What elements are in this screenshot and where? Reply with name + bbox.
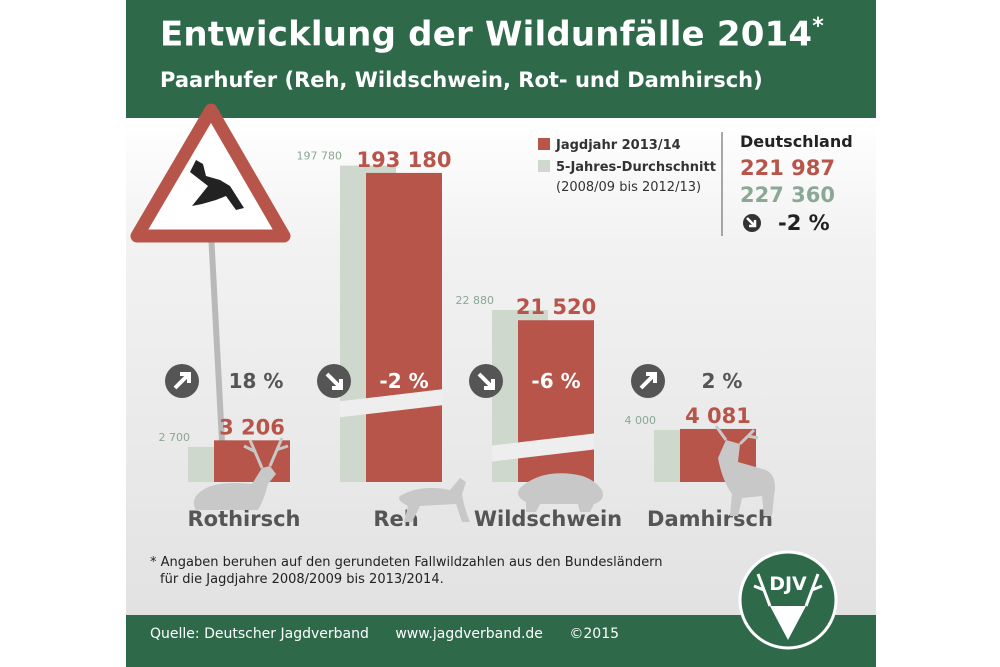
legend-average-range: (2008/09 bis 2012/13): [556, 180, 701, 195]
legend-swatch-average: [538, 160, 550, 172]
footnote-line-2: für die Jagdjahre 2008/2009 bis 2013/201…: [160, 572, 444, 587]
category-label-wildschwein: Wildschwein: [474, 507, 622, 531]
trend-arrow-damhirsch: [639, 372, 657, 390]
arrow-down-icon: [743, 214, 761, 232]
change-label-wildschwein: -6 %: [531, 369, 580, 393]
red-deer-silhouette-icon: [193, 437, 289, 510]
footer-url[interactable]: www.jagdverband.de: [395, 626, 543, 642]
deer-crossing-sign-icon: [130, 103, 291, 481]
wild-boar-silhouette-icon: [518, 473, 603, 512]
axis-break-wildschwein: [492, 433, 594, 462]
summary-current: 221 987: [740, 156, 835, 180]
category-label-damhirsch: Damhirsch: [647, 507, 773, 531]
value-label-average-wildschwein: 22 880: [456, 294, 495, 307]
title-footnote-mark: *: [812, 14, 825, 39]
value-label-average-rothirsch: 2 700: [159, 431, 191, 444]
change-label-damhirsch: 2 %: [702, 369, 743, 393]
legend: Jagdjahr 2013/14 5-Jahres-Durchschnitt (…: [538, 138, 716, 195]
chart-subtitle: Paarhufer (Reh, Wildschwein, Rot- und Da…: [160, 68, 763, 92]
axis-break-reh: [340, 389, 442, 418]
fallow-deer-silhouette-icon: [714, 425, 775, 516]
trend-arrow-reh: [325, 372, 343, 390]
summary-box: Deutschland 221 987 227 360 -2 %: [740, 132, 853, 235]
summary-change: -2 %: [778, 211, 830, 235]
roe-deer-silhouette-icon: [399, 478, 470, 522]
value-label-average-damhirsch: 4 000: [625, 414, 657, 427]
value-label-current-rothirsch: 3 206: [219, 415, 285, 439]
trend-arrow-rothirsch: [173, 372, 191, 390]
value-label-average-reh: 197 780: [297, 150, 343, 163]
bar-current-wildschwein: [518, 320, 594, 482]
footer: Quelle: Deutscher Jagdverband www.jagdve…: [150, 626, 641, 642]
summary-average: 227 360: [740, 183, 835, 207]
footer-source: Quelle: Deutscher Jagdverband: [150, 626, 369, 642]
value-label-current-reh: 193 180: [357, 148, 452, 172]
bar-current-reh: [366, 172, 442, 483]
change-label-reh: -2 %: [379, 369, 428, 393]
legend-label-current: Jagdjahr 2013/14: [555, 138, 681, 153]
summary-title: Deutschland: [740, 132, 853, 151]
logo-text: DJV: [769, 573, 807, 595]
value-label-current-damhirsch: 4 081: [685, 404, 751, 428]
chart-title: Entwicklung der Wildunfälle 2014*: [160, 14, 824, 54]
trend-arrow-wildschwein: [477, 372, 495, 390]
legend-label-average: 5-Jahres-Durchschnitt: [556, 160, 716, 175]
footer-copyright: ©2015: [569, 626, 620, 642]
footnote-line-1: * Angaben beruhen auf den gerundeten Fal…: [150, 555, 663, 570]
title-text: Entwicklung der Wildunfälle 2014: [160, 14, 813, 55]
change-label-rothirsch: 18 %: [229, 369, 284, 393]
legend-swatch-current: [538, 138, 550, 150]
djv-logo: DJV: [738, 550, 838, 650]
category-label-rothirsch: Rothirsch: [187, 507, 300, 531]
value-label-current-wildschwein: 21 520: [516, 295, 596, 319]
